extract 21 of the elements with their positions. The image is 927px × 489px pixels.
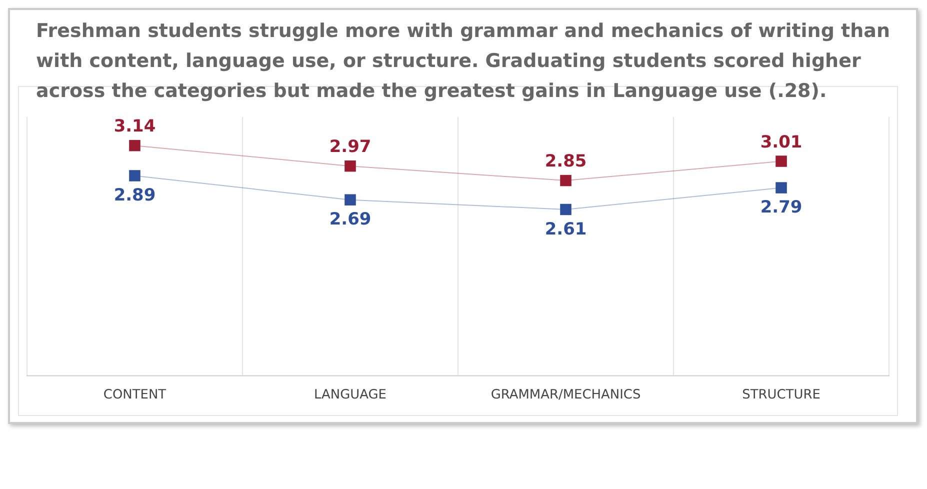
point xyxy=(776,156,787,167)
x-tick-label: STRUCTURE xyxy=(742,388,820,403)
data-label: 3.01 xyxy=(760,131,802,152)
point xyxy=(560,204,572,216)
point xyxy=(776,182,787,194)
data-label: 2.61 xyxy=(544,218,587,238)
x-tick-label: CONTENT xyxy=(103,388,166,403)
chart-title: Freshman students struggle more with grammar and mechanics of writing than with content, language use, or structure. Graduating students scored higher across the categories but made the greatest gains in Language use (.28). xyxy=(35,19,892,104)
point xyxy=(344,160,356,172)
x-tick-label: LANGUAGE xyxy=(314,388,386,403)
data-label: 2.85 xyxy=(544,150,587,171)
data-label: 3.14 xyxy=(114,116,156,136)
point xyxy=(129,170,140,182)
point xyxy=(560,174,572,186)
data-label: 2.69 xyxy=(329,208,372,229)
x-tick-label: GRAMMAR/MECHANICS xyxy=(490,388,641,403)
point xyxy=(129,140,140,152)
point xyxy=(344,194,356,206)
data-label: 2.97 xyxy=(329,136,372,156)
data-label: 2.89 xyxy=(114,184,156,204)
data-label: 2.79 xyxy=(760,196,802,217)
